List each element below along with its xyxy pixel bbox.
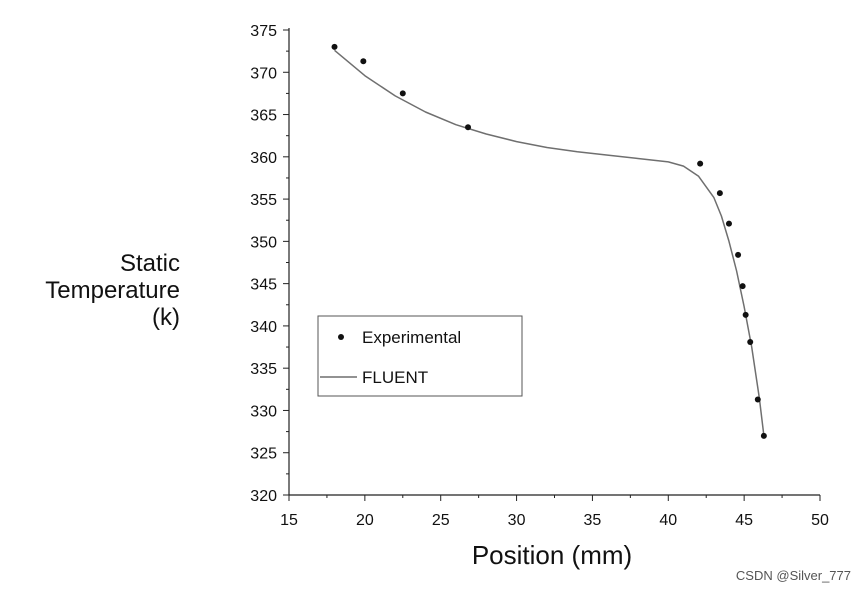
experimental-point: [360, 58, 367, 65]
experimental-point: [754, 396, 761, 403]
y-tick-label: 360: [250, 150, 277, 167]
experimental-point: [697, 160, 704, 167]
y-tick-label: 340: [250, 319, 277, 336]
x-axis-label: Position (mm): [471, 540, 633, 570]
fluent-line-series: [334, 49, 765, 436]
y-tick-label: 325: [250, 446, 277, 463]
experimental-point: [331, 43, 338, 50]
experimental-point: [716, 190, 723, 197]
experimental-point: [399, 90, 406, 97]
chart-axes: 320 325 330 335 340 345 350 355 360 365 370 375 15 20…: [250, 23, 829, 529]
legend-fluent-label: FLUENT: [362, 368, 428, 387]
x-tick-label: 50: [811, 512, 829, 529]
x-tick-label: 25: [432, 512, 450, 529]
experimental-point: [742, 311, 749, 318]
x-tick-label: 15: [280, 512, 298, 529]
experimental-point: [725, 220, 732, 227]
legend-experimental-label: Experimental: [362, 328, 461, 347]
x-tick-label: 35: [584, 512, 602, 529]
x-tick-label: 45: [735, 512, 753, 529]
experimental-point: [735, 251, 742, 258]
y-tick-label: 365: [250, 108, 277, 125]
y-tick-label: 375: [250, 23, 277, 40]
x-tick-label: 20: [356, 512, 374, 529]
y-tick-label: 370: [250, 65, 277, 82]
y-tick-label: 345: [250, 277, 277, 294]
x-tick-label: 40: [659, 512, 677, 529]
x-tick-label: 30: [508, 512, 526, 529]
y-tick-label: 355: [250, 192, 277, 209]
legend-experimental-marker: [338, 334, 344, 340]
experimental-point: [739, 283, 746, 290]
experimental-points-series: [331, 43, 767, 439]
y-tick-label: 335: [250, 361, 277, 378]
legend-box: [317, 315, 523, 397]
y-axis-label-line-2: Temperature: [45, 277, 180, 304]
y-axis-label-line-3: (k): [152, 304, 180, 331]
y-tick-label: 320: [250, 488, 277, 505]
watermark: CSDN @Silver_777: [735, 568, 851, 583]
experimental-point: [747, 338, 754, 345]
y-tick-label: 330: [250, 403, 277, 420]
experimental-point: [760, 432, 767, 439]
legend: Experimental FLUENT: [317, 315, 523, 397]
fluent-line: [334, 49, 765, 436]
experimental-point: [465, 124, 472, 131]
y-axis-label-line-1: Static: [119, 250, 180, 277]
y-tick-label: 350: [250, 234, 277, 251]
